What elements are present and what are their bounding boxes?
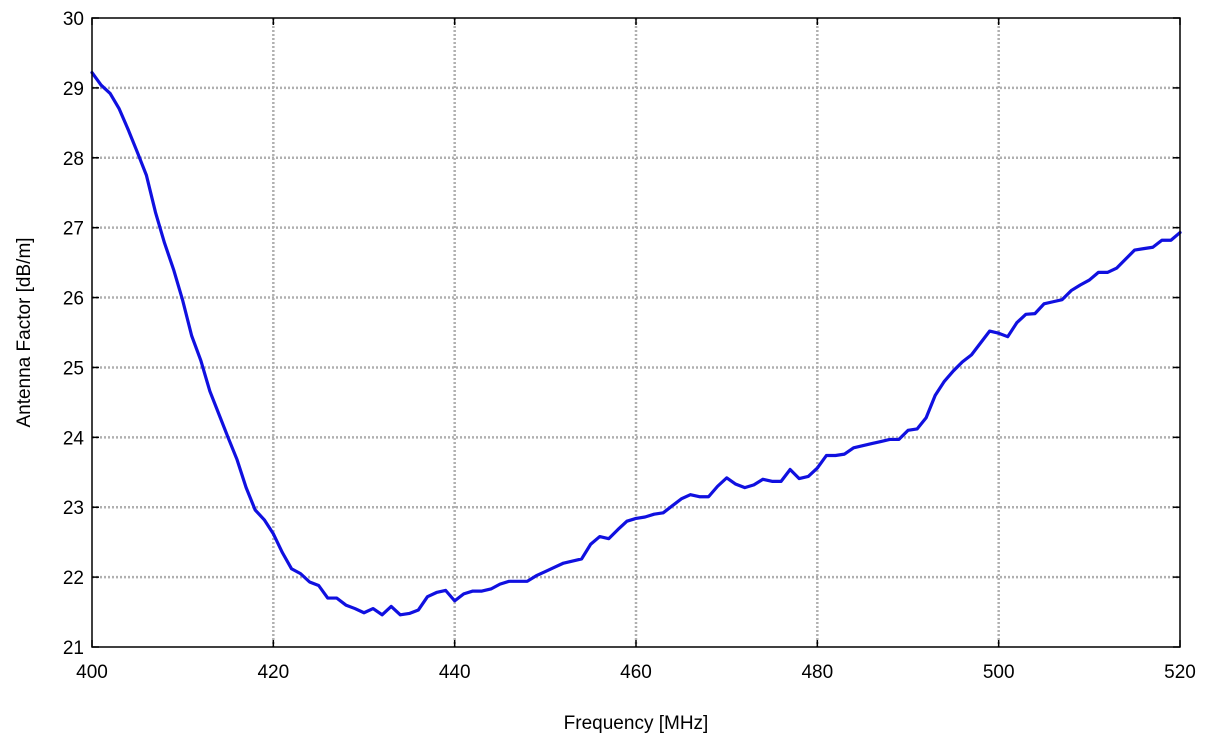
x-tick-label: 500	[983, 662, 1015, 683]
x-axis-label: Frequency [MHz]	[564, 713, 709, 734]
x-tick-label: 420	[257, 662, 289, 683]
y-tick-label: 28	[63, 149, 84, 170]
x-tick-label: 460	[620, 662, 652, 683]
y-tick-label: 30	[63, 9, 84, 30]
y-tick-label: 27	[63, 219, 84, 240]
y-axis-label: Antenna Factor [dB/m]	[14, 237, 35, 427]
y-tick-label: 26	[63, 289, 84, 310]
plot-frame	[91, 17, 1181, 648]
x-tick-label: 400	[76, 662, 108, 683]
y-tick-label: 23	[63, 498, 84, 519]
x-tick-label: 480	[801, 662, 833, 683]
y-tick-label: 25	[63, 358, 84, 379]
y-tick-label: 29	[63, 79, 84, 100]
series-layer	[90, 70, 1182, 617]
y-tick-label: 21	[63, 638, 84, 659]
grid	[92, 18, 1180, 647]
y-tick-label: 24	[63, 428, 85, 449]
series-line	[90, 70, 1182, 617]
x-tick-label: 520	[1164, 662, 1196, 683]
y-tick-labels: 21 22 23 24 25 26 27 28 29 30	[63, 9, 85, 659]
y-tick-label: 22	[63, 568, 84, 589]
x-tick-labels: 400 420 440 460 480 500 520	[76, 662, 1196, 683]
tick-marks	[91, 17, 1181, 648]
x-tick-label: 440	[439, 662, 471, 683]
